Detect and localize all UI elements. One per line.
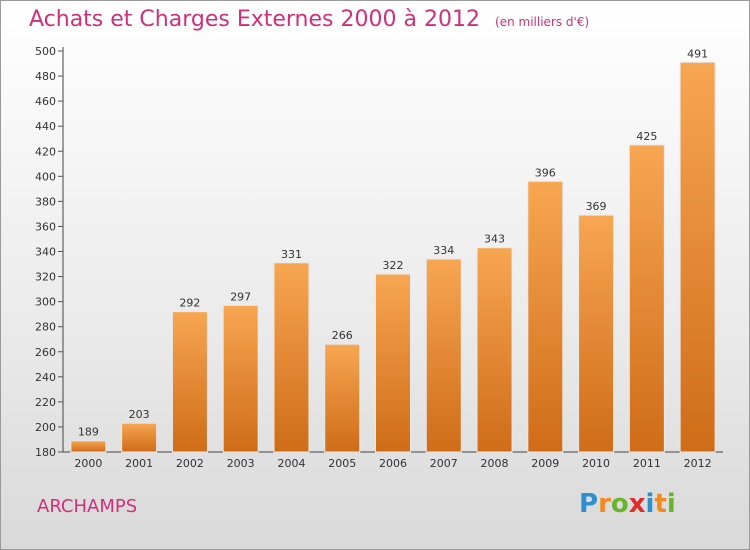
logo-letter: r — [598, 489, 611, 519]
y-tick-label: 320 — [35, 271, 56, 284]
x-tick-label: 2010 — [582, 457, 610, 470]
title-block: Achats et Charges Externes 2000 à 2012 (… — [29, 7, 589, 32]
bar — [578, 214, 615, 453]
bar — [679, 61, 716, 453]
data-labels: 189 203 292 297 331 266 322 334 343 396 369 425 491 — [78, 47, 708, 438]
y-tick-label: 400 — [35, 170, 56, 183]
y-tick-label: 440 — [35, 120, 56, 133]
data-label: 322 — [383, 259, 404, 272]
y-tick-label: 460 — [35, 95, 56, 108]
bar — [375, 273, 411, 453]
y-tick-label: 200 — [35, 421, 56, 434]
chart-title: Achats et Charges Externes 2000 à 2012 — [29, 7, 480, 32]
bar — [171, 311, 208, 453]
y-tick-label: 240 — [35, 371, 56, 384]
logo-letter: o — [610, 489, 629, 519]
y-tick-label: 260 — [35, 346, 56, 359]
x-tick-label: 2000 — [74, 457, 102, 470]
y-tick-label: 420 — [35, 145, 56, 158]
y-axis: 180 200 220 240 260 280 300 320 340 360 380 400 420 4… — [35, 45, 64, 459]
y-tick-label: 480 — [35, 70, 56, 83]
logo-letter: i — [645, 489, 655, 519]
logo-letter: x — [628, 489, 646, 519]
y-tick-label: 300 — [35, 296, 56, 309]
y-tick-label: 340 — [35, 246, 56, 259]
data-label: 396 — [535, 166, 556, 179]
bar — [476, 247, 513, 453]
bar — [70, 440, 107, 453]
x-tick-label: 2001 — [125, 457, 153, 470]
bar — [628, 144, 665, 453]
logo-letter: t — [654, 489, 667, 519]
bar — [222, 304, 259, 453]
y-tick-label: 500 — [35, 45, 56, 58]
bars — [70, 61, 716, 453]
logo-letter: i — [666, 489, 676, 519]
x-tick-label: 2009 — [531, 457, 559, 470]
data-label: 292 — [179, 297, 200, 310]
data-label: 297 — [230, 290, 251, 303]
data-label: 266 — [332, 329, 353, 342]
x-tick-label: 2011 — [633, 457, 661, 470]
bar — [527, 180, 564, 453]
x-tick-label: 2004 — [277, 457, 305, 470]
y-tick-label: 180 — [35, 446, 56, 459]
data-label: 189 — [78, 426, 99, 439]
x-tick-label: 2006 — [379, 457, 407, 470]
x-tick-label: 2008 — [481, 457, 509, 470]
x-tick-label: 2005 — [328, 457, 356, 470]
bar — [425, 258, 462, 453]
data-label: 369 — [586, 200, 607, 213]
x-tick-label: 2012 — [684, 457, 712, 470]
x-tick-label: 2003 — [227, 457, 255, 470]
y-tick-label: 360 — [35, 220, 56, 233]
logo-letter: P — [579, 489, 599, 519]
bar — [273, 262, 310, 453]
location-label: ARCHAMPS — [37, 496, 138, 517]
chart-unit: (en milliers d'€) — [495, 15, 590, 29]
data-label: 334 — [433, 244, 454, 257]
data-label: 425 — [636, 130, 657, 143]
data-label: 343 — [484, 233, 505, 246]
bar — [324, 343, 361, 453]
y-tick-label: 280 — [35, 321, 56, 334]
x-axis: 2000 2001 2002 2003 2004 2005 2006 2007 2008 2009… — [63, 451, 723, 470]
bar — [121, 422, 158, 453]
x-tick-label: 2007 — [430, 457, 458, 470]
data-label: 331 — [281, 248, 302, 261]
y-tick-label: 380 — [35, 195, 56, 208]
y-tick-label: 220 — [35, 396, 56, 409]
data-label: 491 — [687, 47, 708, 60]
x-tick-label: 2002 — [176, 457, 204, 470]
proxiti-logo: Proxiti — [579, 489, 676, 519]
data-label: 203 — [129, 408, 150, 421]
